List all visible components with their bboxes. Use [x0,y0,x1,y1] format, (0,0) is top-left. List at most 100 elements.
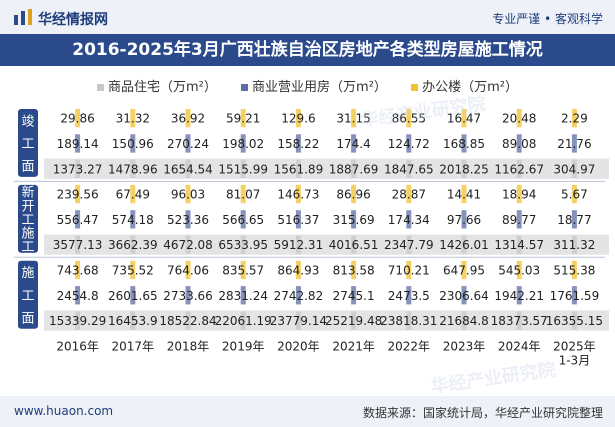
value-marker-residential [516,311,522,330]
value-marker-residential [516,159,522,178]
value-cell-residential: 5912.31 [274,238,324,252]
x-tick-label: 2025年 [553,340,596,354]
group-label-char: 新 [21,185,34,201]
value-marker-commercial [406,286,412,305]
value-cell-office: 31.32 [116,112,150,126]
value-cell-commercial: 124.72 [388,137,430,151]
value-marker-residential [75,311,81,330]
group-label-char: 面 [21,160,34,175]
value-cell-commercial: 574.18 [112,213,154,227]
value-cell-residential: 16453.9 [108,314,158,328]
legend-label-residential: 商品住宅（万m²） [108,80,217,95]
value-marker-office [240,109,246,128]
value-cell-office: 31.15 [336,112,370,126]
value-marker-residential [406,235,412,254]
value-cell-commercial: 2742.82 [274,289,324,303]
website-link[interactable]: www.huaon.com [14,404,114,418]
legend-residential: 商品住宅（万m²） [97,76,217,95]
value-marker-commercial [351,286,357,305]
value-cell-office: 81.07 [226,188,260,202]
value-marker-office [295,109,301,128]
value-cell-commercial: 21.76 [557,137,591,151]
value-marker-residential [351,311,357,330]
value-marker-office [75,184,81,204]
value-cell-office: 28.87 [392,188,426,202]
value-cell-commercial: 97.66 [447,213,481,227]
value-marker-commercial [295,210,301,229]
value-marker-residential [130,235,136,254]
value-marker-residential [185,235,191,254]
value-cell-residential: 2018.25 [439,162,489,176]
value-marker-residential [185,311,191,330]
value-cell-office: 743.68 [57,263,99,277]
value-marker-office [571,109,577,128]
x-tick-label: 2020年 [277,340,320,354]
group-label-char: 工 [21,240,34,255]
value-cell-commercial: 1761.59 [550,289,600,303]
value-marker-commercial [240,134,246,153]
value-marker-commercial [185,286,191,305]
value-marker-commercial [406,210,412,229]
value-marker-commercial [130,134,136,153]
value-marker-residential [351,235,357,254]
group-label-char: 工 [21,213,34,228]
value-cell-commercial: 1942.21 [494,289,544,303]
value-marker-residential [295,235,301,254]
value-marker-office [185,260,191,280]
row-band [44,158,609,179]
x-tick-label: 2016年 [56,340,99,354]
value-marker-commercial [351,210,357,229]
value-cell-office: 239.56 [57,188,99,202]
value-marker-office [351,109,357,128]
value-cell-commercial: 523.36 [167,213,209,227]
value-cell-commercial: 150.96 [112,137,154,151]
value-cell-commercial: 89.77 [502,213,536,227]
value-cell-office: 96.03 [171,188,205,202]
value-cell-commercial: 198.02 [222,137,264,151]
value-cell-residential: 1515.99 [218,162,268,176]
footer-bar: www.huaon.com 数据来源：国家统计局，华经产业研究院整理 [0,396,615,427]
value-cell-residential: 22061.19 [215,314,272,328]
value-cell-commercial: 516.37 [277,213,319,227]
value-marker-commercial [75,134,81,153]
value-marker-office [351,184,357,204]
row-band [44,234,609,255]
value-cell-commercial: 2733.66 [163,289,213,303]
value-cell-office: 864.93 [277,263,319,277]
x-tick-label: 2018年 [167,340,210,354]
value-cell-office: 515.38 [553,263,595,277]
value-cell-commercial: 18.77 [557,213,591,227]
value-cell-residential: 18522.84 [159,314,216,328]
value-cell-commercial: 89.08 [502,137,536,151]
value-marker-office [185,109,191,128]
value-marker-office [516,184,522,204]
huajing-logo-icon [14,9,32,25]
value-marker-commercial [571,210,577,229]
value-marker-office [571,260,577,280]
x-tick-label: 2023年 [443,340,486,354]
value-marker-office [295,184,301,204]
group-label-bg-0 [18,109,38,177]
chart-legend: 商品住宅（万m²） 商业营业用房（万m²） 办公楼（万m²） [0,76,615,95]
value-cell-residential: 1654.54 [163,162,213,176]
value-marker-commercial [571,286,577,305]
value-marker-office [516,109,522,128]
value-marker-office [406,109,412,128]
value-cell-office: 710.21 [388,263,430,277]
value-marker-office [130,184,136,204]
value-marker-office [406,260,412,280]
value-marker-office [461,260,467,280]
x-tick-label: 2019年 [222,340,265,354]
legend-swatch-commercial [241,84,249,91]
group-label-char: 面 [21,311,34,326]
value-cell-office: 647.95 [443,263,485,277]
value-marker-residential [406,311,412,330]
value-cell-commercial: 158.22 [277,137,319,151]
value-cell-commercial: 270.24 [167,137,209,151]
value-marker-commercial [295,286,301,305]
value-marker-commercial [185,134,191,153]
value-marker-office [75,260,81,280]
value-cell-residential: 2347.79 [384,238,434,252]
value-marker-office [240,184,246,204]
